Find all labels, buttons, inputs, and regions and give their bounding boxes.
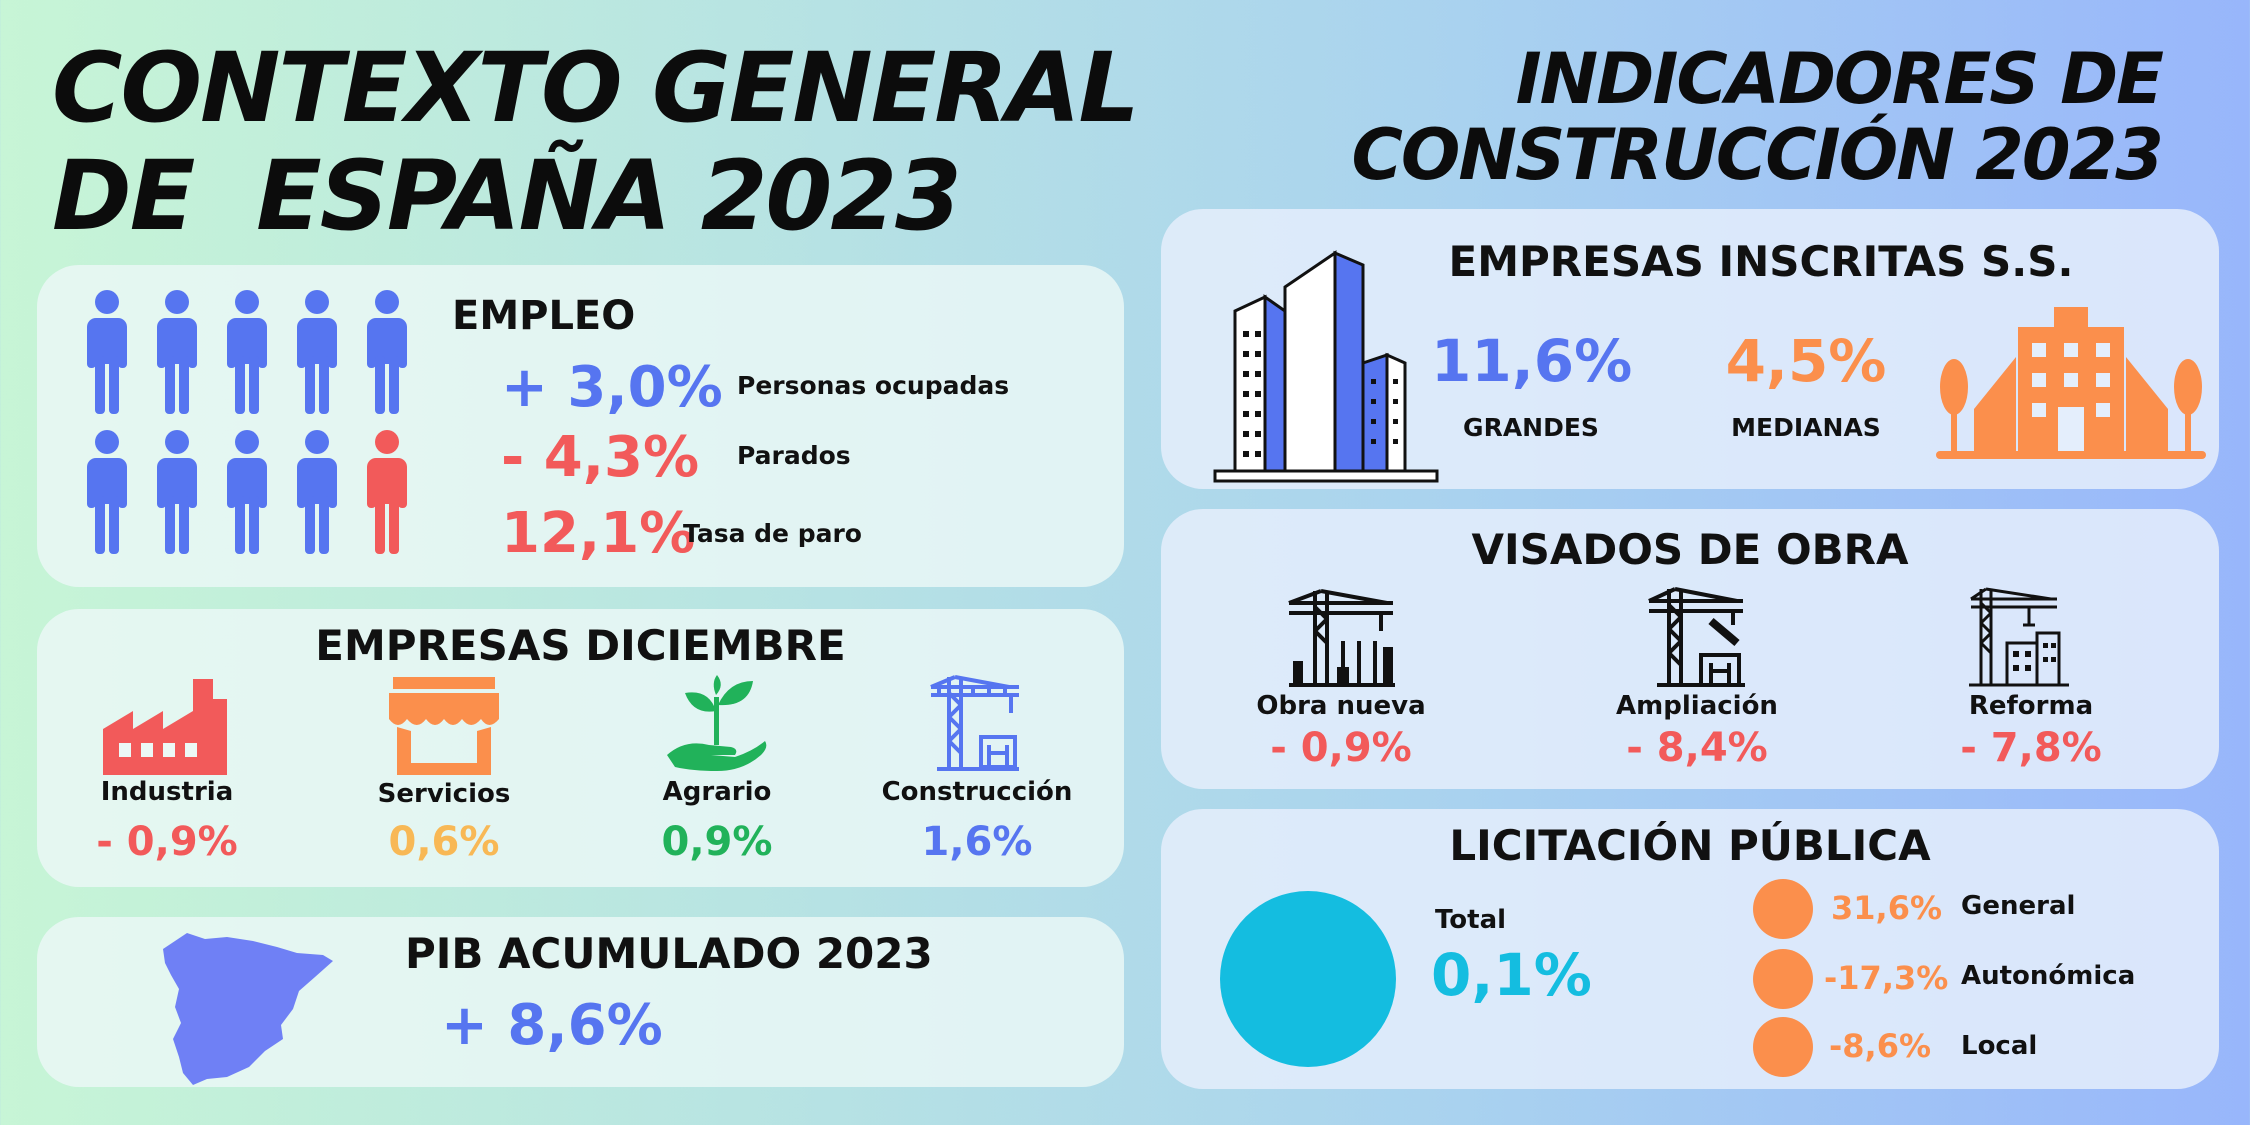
local-value: -8,6% <box>1829 1027 1932 1065</box>
general-value: 31,6% <box>1831 889 1943 927</box>
factory-icon <box>103 679 227 775</box>
pib-panel: PIB ACUMULADO 2023 + 8,6% <box>37 917 1124 1087</box>
total-circle <box>1220 891 1396 1067</box>
person-icon <box>157 430 197 554</box>
ampliacion-label: Ampliación <box>1616 691 1778 721</box>
shop-icon <box>389 677 499 775</box>
empresas-diciembre-heading: EMPRESAS DICIEMBRE <box>315 621 846 670</box>
person-icon <box>297 430 337 554</box>
person-icon <box>227 290 267 414</box>
right-title-line2: CONSTRUCCIÓN 2023 <box>1351 114 2164 196</box>
visados-heading: VISADOS DE OBRA <box>1471 525 1909 574</box>
renovation-crane-icon <box>1969 587 2069 687</box>
licitacion-panel: LICITACIÓN PÚBLICA Total 0,1% 31,6% Gene… <box>1161 809 2219 1089</box>
obra-nueva-value: - 0,9% <box>1270 725 1412 771</box>
grandes-value: 11,6% <box>1431 327 1633 395</box>
extension-crane-icon <box>1648 587 1745 687</box>
obra-nueva-label: Obra nueva <box>1256 691 1426 721</box>
unemployed-person-icon <box>367 430 407 554</box>
empresas-inscritas-panel: EMPRESAS INSCRITAS S.S. 11,6% GRANDES 4,… <box>1161 209 2219 489</box>
right-title: INDICADORES DE CONSTRUCCIÓN 2023 <box>1351 38 2164 196</box>
pib-value: + 8,6% <box>441 993 663 1058</box>
autonomica-dot <box>1753 949 1813 1009</box>
empleo-ocupados-label: Personas ocupadas <box>737 371 1010 400</box>
reforma-value: - 7,8% <box>1960 725 2102 771</box>
general-dot <box>1753 879 1813 939</box>
construccion-value: 1,6% <box>921 819 1033 865</box>
person-icon <box>227 430 267 554</box>
left-title: CONTEXTO GENERAL DE ESPAÑA 2023 <box>52 32 1140 252</box>
left-title-line2: DE ESPAÑA 2023 <box>52 140 962 252</box>
person-icon <box>87 290 127 414</box>
local-dot <box>1753 1017 1813 1077</box>
new-build-crane-icon <box>1288 589 1395 687</box>
autonomica-label: Autonómica <box>1961 961 2136 991</box>
empresas-diciembre-panel: EMPRESAS DICIEMBRE Industria - 0,9% Serv… <box>37 609 1124 887</box>
person-icon <box>157 290 197 414</box>
total-value: 0,1% <box>1431 941 1592 1009</box>
grandes-label: GRANDES <box>1463 413 1599 442</box>
spain-map-icon <box>163 933 333 1085</box>
general-label: General <box>1961 891 2076 921</box>
industria-value: - 0,9% <box>96 819 238 865</box>
empleo-parados-value: - 4,3% <box>501 425 700 490</box>
skyscrapers-icon <box>1213 250 1439 483</box>
licitacion-heading: LICITACIÓN PÚBLICA <box>1449 821 1931 870</box>
visados-panel: VISADOS DE OBRA Obra nueva - 0,9% Amplia… <box>1161 509 2219 789</box>
servicios-label: Servicios <box>377 779 511 809</box>
medianas-value: 4,5% <box>1725 327 1887 395</box>
left-title-line1: CONTEXTO GENERAL <box>52 32 1140 144</box>
industria-label: Industria <box>100 777 234 807</box>
crane-icon <box>930 675 1019 771</box>
empleo-heading: EMPLEO <box>452 293 636 339</box>
empleo-parados-label: Parados <box>737 441 851 470</box>
agrario-label: Agrario <box>662 777 772 807</box>
person-icon <box>87 430 127 554</box>
reforma-label: Reforma <box>1968 691 2094 721</box>
autonomica-value: -17,3% <box>1824 959 1949 997</box>
person-icon <box>297 290 337 414</box>
person-icon <box>367 290 407 414</box>
empleo-tasa-label: Tasa de paro <box>683 519 862 548</box>
agrario-value: 0,9% <box>661 819 773 865</box>
pib-heading: PIB ACUMULADO 2023 <box>405 929 933 978</box>
construccion-label: Construcción <box>881 777 1073 807</box>
servicios-value: 0,6% <box>388 819 500 865</box>
people-icon-grid <box>87 290 407 554</box>
empleo-panel: EMPLEO + 3,0% Personas ocupadas - 4,3% P… <box>37 265 1124 587</box>
empresas-inscritas-heading: EMPRESAS INSCRITAS S.S. <box>1448 237 2074 286</box>
empleo-tasa-value: 12,1% <box>501 501 696 566</box>
right-title-line1: INDICADORES DE <box>1515 38 2164 120</box>
medianas-label: MEDIANAS <box>1731 413 1881 442</box>
office-building-icon <box>1936 307 2206 459</box>
local-label: Local <box>1961 1031 2038 1061</box>
ampliacion-value: - 8,4% <box>1626 725 1768 771</box>
total-label: Total <box>1435 905 1507 935</box>
empleo-ocupados-value: + 3,0% <box>501 355 723 420</box>
plant-hand-icon <box>667 675 767 771</box>
